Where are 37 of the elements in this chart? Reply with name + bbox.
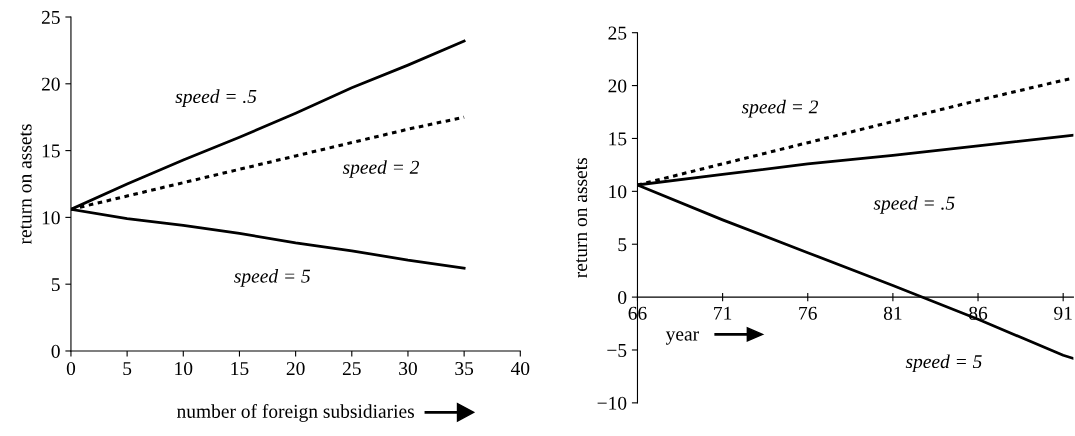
y-tick-label: 10 [609,185,627,199]
x-axis-title: number of foreign subsidiaries [177,404,414,422]
y-tick-label: 0 [618,290,627,305]
y-axis-title: return on assets [576,158,588,278]
x-tick-label: 20 [286,361,305,376]
x-axis-title: year [665,331,699,345]
y-tick-label: 10 [42,211,60,225]
y-tick-label: 5 [618,238,627,252]
y-tick-label: 25 [41,10,60,24]
y-tick-label: −10 [597,396,627,410]
x-tick-label: 91 [1054,306,1072,320]
x-tick-label: 40 [510,361,530,376]
x-tick-label: 35 [455,362,474,376]
annotation: speed = 5 [905,354,982,373]
x-tick-label: 5 [123,362,132,376]
x-tick-label: 71 [714,306,732,320]
x-tick-label: 30 [399,361,417,376]
x-tick-label: 25 [342,362,361,376]
y-tick-label: 20 [41,77,60,91]
y-tick-label: −5 [607,344,627,357]
y-tick-label: 15 [609,132,627,146]
x-tick-label: 0 [66,361,76,376]
x-tick-label: 81 [883,306,902,320]
annotation: speed = 5 [234,269,311,287]
annotation: speed = .5 [873,196,955,214]
x-tick-label: 15 [231,362,249,376]
y-tick-label: 25 [608,26,627,40]
y-axis-title: return on assets [20,124,32,245]
y-tick-label: 20 [608,79,627,93]
y-tick-label: 15 [42,144,60,158]
y-tick-label: 5 [51,278,60,292]
x-tick-label: 10 [175,361,193,376]
annotation: speed = 2 [342,160,419,178]
y-tick-label: 0 [51,344,60,358]
annotation: speed = .5 [175,89,257,107]
annotation: speed = 2 [741,99,819,118]
x-tick-label: 76 [799,306,817,320]
